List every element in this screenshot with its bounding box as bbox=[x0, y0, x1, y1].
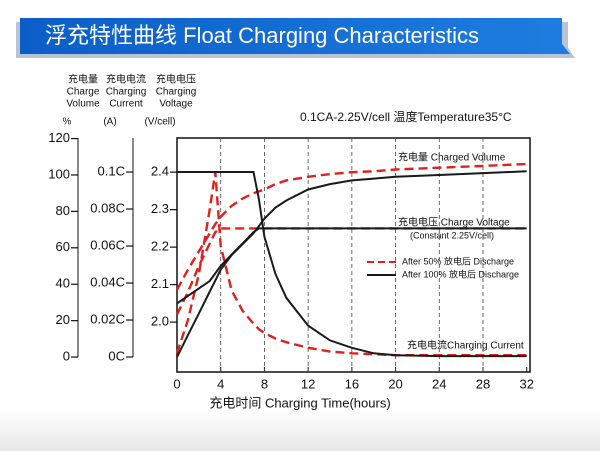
y-tick-label: 2.2 bbox=[151, 239, 169, 254]
conditions: 0.1CA-2.25V/cell 温度Temperature35°C bbox=[300, 109, 512, 124]
x-tick-label: 28 bbox=[476, 376, 490, 391]
y-axis-title: Current bbox=[109, 99, 143, 110]
x-axis-title: 充电时间 Charging Time(hours) bbox=[209, 395, 390, 410]
y-tick-label: 0.04C bbox=[90, 274, 125, 289]
series-line bbox=[177, 171, 527, 358]
y-tick-label: 0 bbox=[63, 349, 70, 364]
legend-label: After 100% 放电后 Discharge bbox=[402, 268, 519, 279]
series-line bbox=[175, 171, 527, 357]
y-axis-title: 充电电流 bbox=[106, 73, 146, 86]
y-tick-label: 0.06C bbox=[90, 237, 125, 252]
x-tick-label: 16 bbox=[345, 376, 359, 391]
annotation: 充电量 Charged Volume bbox=[398, 151, 506, 164]
banner bbox=[20, 18, 570, 54]
annotation: (Constant 2.25V/cell) bbox=[410, 230, 494, 240]
y-axis-title: Charging bbox=[106, 87, 147, 98]
x-tick-label: 32 bbox=[519, 376, 533, 391]
annotation: 充电电流Charging Current bbox=[407, 339, 524, 352]
y-axis-title: Charging bbox=[156, 87, 197, 98]
y-tick-label: 0.02C bbox=[90, 311, 125, 326]
y-tick-label: 2.4 bbox=[151, 164, 169, 179]
y-tick-label: 0.08C bbox=[90, 200, 125, 215]
x-tick-label: 8 bbox=[261, 376, 268, 391]
y-tick-label: 80 bbox=[56, 203, 70, 218]
y-tick-label: 0.1C bbox=[98, 163, 125, 178]
y-axis-unit: (V/cell) bbox=[144, 117, 175, 128]
x-tick-label: 20 bbox=[388, 376, 402, 391]
annotation: 充电电压 Charge Voltage bbox=[398, 216, 510, 229]
y-tick-label: 120 bbox=[48, 130, 70, 145]
y-tick-label: 2.3 bbox=[151, 201, 169, 216]
y-tick-label: 2.0 bbox=[151, 314, 169, 329]
x-tick-label: 0 bbox=[173, 376, 180, 391]
legend-label: After 50% 放电后 Discharge bbox=[402, 255, 514, 266]
y-tick-label: 40 bbox=[56, 276, 70, 291]
y-tick-label: 100 bbox=[48, 166, 70, 181]
x-tick-label: 24 bbox=[432, 376, 446, 391]
y-axis-title: 充电电压 bbox=[156, 73, 196, 86]
plot-frame bbox=[176, 137, 531, 373]
series-line bbox=[176, 227, 527, 305]
x-tick-label: 4 bbox=[217, 376, 224, 391]
y-axis-title: 充电量 bbox=[68, 73, 98, 86]
x-tick-label: 12 bbox=[301, 376, 315, 391]
y-tick-label: 60 bbox=[56, 239, 70, 254]
y-axis-unit: (A) bbox=[103, 117, 116, 128]
y-tick-label: 0C bbox=[108, 348, 125, 363]
y-axis-title: Volume bbox=[66, 99, 100, 110]
y-axis-title: Voltage bbox=[159, 99, 193, 110]
y-axis-title: Charge bbox=[67, 87, 100, 98]
series-line bbox=[176, 170, 527, 358]
y-tick-label: 20 bbox=[56, 312, 70, 327]
footer-band bbox=[0, 410, 600, 451]
y-axis-unit: % bbox=[63, 117, 72, 128]
title: 浮充特性曲线 Float Charging Characteristics bbox=[45, 23, 479, 48]
y-tick-label: 2.1 bbox=[151, 276, 169, 291]
